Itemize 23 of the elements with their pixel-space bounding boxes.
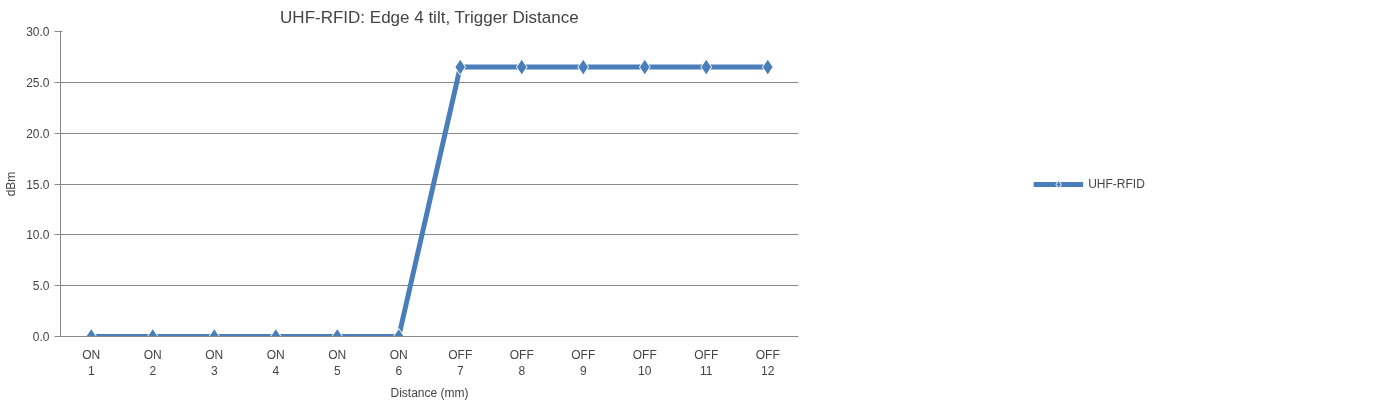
y-tick-label: 30.0: [26, 25, 50, 39]
x-tick-label: OFF 10: [632, 347, 657, 379]
x-tick-label: ON 5: [328, 347, 347, 379]
x-tick-label: OFF 12: [755, 347, 780, 379]
x-tick-label: OFF 7: [448, 347, 473, 379]
x-tick-label: ON 4: [266, 347, 285, 379]
x-tick-label: OFF 11: [694, 347, 719, 379]
x-axis-title: Distance (mm): [390, 386, 469, 401]
y-tick-label: 20.0: [26, 126, 50, 141]
x-tick-label: ON 6: [389, 347, 408, 379]
chart-title: UHF-RFID: Edge 4 tilt, Trigger Distance: [280, 7, 579, 27]
x-tick-label: OFF 8: [509, 347, 534, 379]
y-tick-label: 15.0: [26, 177, 50, 192]
y-axis-title: dBm: [4, 171, 19, 197]
y-tick-label: 0.0: [32, 330, 50, 344]
y-tick-label: 5.0: [32, 279, 50, 294]
y-tick-label: 25.0: [26, 75, 50, 90]
x-tick-label: ON 2: [143, 347, 162, 379]
y-tick-label: 10.0: [26, 228, 50, 243]
x-tick-label: ON 1: [82, 347, 101, 379]
x-tick-label: OFF 9: [571, 347, 596, 379]
legend-label: UHF-RFID: [1088, 176, 1145, 191]
x-tick-label: ON 3: [205, 347, 224, 379]
